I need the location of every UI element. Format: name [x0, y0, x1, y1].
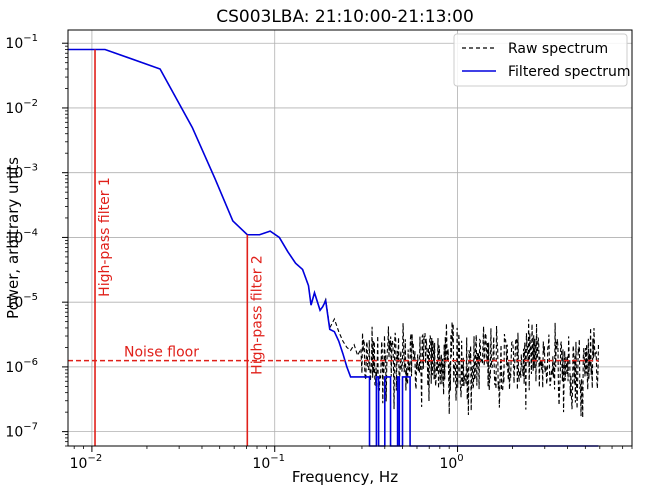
series-raw-spectrum: [68, 48, 600, 418]
annotations: High-pass filter 1 High-pass filter 2 Nois…: [68, 49, 599, 446]
y-axis-label: Power, arbitrary units: [4, 157, 22, 319]
chart-title: CS003LBA: 21:10:00-21:13:00: [216, 7, 474, 27]
legend-box: [453, 33, 628, 87]
x-axis-label: Frequency, Hz: [292, 468, 398, 486]
noise-floor-label: Noise floor: [124, 345, 199, 361]
legend-label-filtered: Filtered spectrum: [508, 64, 631, 80]
highpass-filter-label: High-pass filter 1: [97, 177, 113, 297]
plot-frame: [67, 29, 633, 447]
series-filtered-spectrum: [68, 48, 599, 447]
legend-label-raw: Raw spectrum: [508, 41, 608, 57]
highpass-filter-label: High-pass filter 2: [249, 255, 265, 375]
legend: Raw spectrum Filtered spectrum: [453, 33, 631, 87]
plot-data: [68, 48, 600, 447]
